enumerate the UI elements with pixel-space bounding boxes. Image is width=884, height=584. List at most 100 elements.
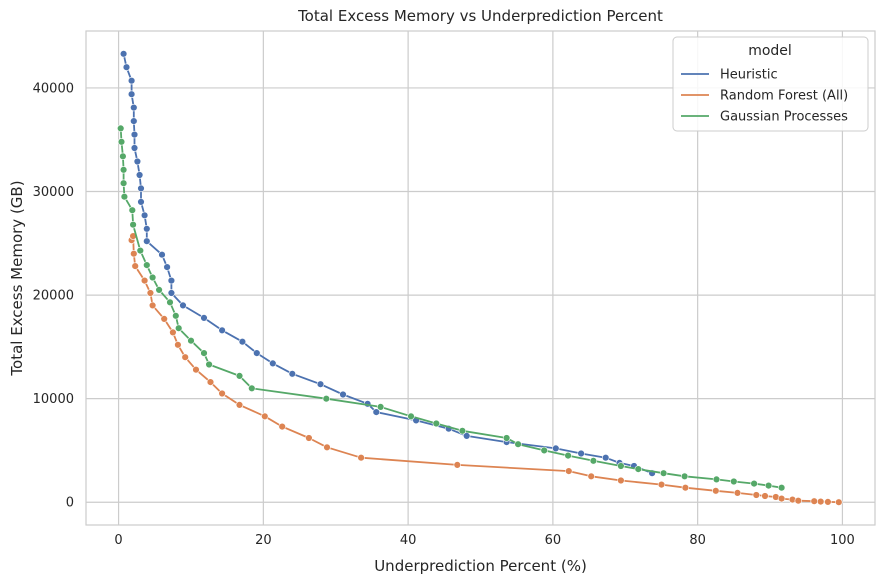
- data-point: [133, 157, 142, 166]
- data-point: [659, 469, 668, 477]
- plot-frame: [85, 30, 876, 526]
- data-point: [432, 419, 440, 428]
- data-point: [681, 484, 690, 492]
- data-point: [130, 144, 139, 152]
- data-point: [339, 390, 347, 399]
- data-point: [316, 380, 325, 388]
- data-point: [502, 434, 511, 442]
- data-point: [117, 138, 126, 146]
- series-line: [122, 53, 653, 475]
- x-axis-title: Underprediction Percent (%): [374, 557, 587, 575]
- legend-label: Random Forest (All): [720, 89, 848, 104]
- data-point: [200, 314, 208, 322]
- data-point: [589, 457, 598, 465]
- data-point: [130, 117, 138, 125]
- data-point: [166, 298, 174, 306]
- data-point: [137, 184, 145, 193]
- data-point: [140, 276, 149, 285]
- data-point: [148, 301, 157, 310]
- data-point: [577, 449, 585, 458]
- y-tick-label: 20000: [33, 289, 74, 304]
- data-point: [794, 497, 802, 505]
- data-point: [131, 262, 139, 270]
- data-point: [712, 487, 720, 495]
- data-point: [158, 251, 166, 259]
- data-point: [143, 237, 151, 245]
- data-point: [160, 315, 168, 323]
- y-tick-label: 30000: [33, 185, 74, 200]
- data-point: [218, 326, 226, 334]
- data-point: [136, 246, 145, 255]
- data-point: [122, 63, 131, 71]
- data-point: [453, 461, 461, 469]
- x-tick-label: 40: [400, 533, 417, 548]
- data-point: [128, 206, 137, 214]
- data-point: [235, 372, 244, 380]
- data-point: [565, 467, 573, 475]
- x-tick-label: 100: [830, 533, 855, 548]
- data-point: [116, 124, 125, 133]
- data-point: [172, 312, 180, 320]
- data-point: [187, 337, 195, 345]
- data-point: [148, 273, 157, 282]
- data-point: [238, 338, 247, 346]
- data-point: [752, 491, 760, 499]
- data-point: [169, 328, 177, 337]
- data-point: [323, 443, 331, 451]
- data-point: [552, 444, 560, 453]
- y-tick-label: 0: [66, 496, 74, 511]
- chart-title: Total Excess Memory vs Underprediction P…: [297, 7, 663, 25]
- data-point: [179, 301, 187, 310]
- data-point: [372, 408, 380, 416]
- series-gaussian-processes: [116, 124, 786, 492]
- legend-label: Heuristic: [720, 68, 778, 83]
- data-point: [146, 289, 155, 297]
- data-point: [127, 76, 136, 85]
- y-tick-label: 10000: [33, 392, 74, 407]
- data-point: [261, 412, 269, 420]
- data-point: [634, 465, 642, 473]
- data-point: [163, 263, 171, 271]
- data-point: [269, 359, 277, 368]
- data-point: [750, 479, 758, 488]
- data-point: [514, 440, 522, 448]
- data-point: [764, 481, 773, 490]
- data-point: [357, 454, 365, 462]
- data-point: [119, 152, 127, 161]
- data-point: [143, 261, 151, 269]
- data-point: [253, 349, 261, 357]
- series-heuristic: [119, 50, 656, 477]
- x-tick-label: 80: [689, 533, 706, 548]
- y-tick-label: 40000: [33, 81, 74, 96]
- data-point: [816, 497, 825, 506]
- data-point: [278, 422, 286, 431]
- data-point: [777, 484, 786, 492]
- data-point: [680, 472, 689, 480]
- data-point: [235, 401, 244, 409]
- data-point: [288, 370, 296, 378]
- data-point: [407, 412, 415, 420]
- data-point: [617, 476, 625, 485]
- tick-labels: 0 20 40 60 80 100 0 10000 20000 30000 40000: [33, 81, 855, 548]
- data-point: [305, 434, 313, 442]
- data-point: [540, 446, 548, 455]
- data-point: [322, 395, 330, 403]
- legend-entries: Heuristic Random Forest (All) Gaussian Pro…: [681, 68, 848, 125]
- y-axis-title: Total Excess Memory (GB): [8, 180, 26, 376]
- data-point: [140, 211, 149, 220]
- data-point: [777, 494, 786, 503]
- legend-label: Gaussian Processes: [720, 110, 848, 125]
- legend-title: model: [748, 43, 792, 59]
- data-point: [127, 90, 136, 98]
- data-point: [135, 171, 144, 179]
- data-point: [835, 498, 843, 506]
- data-point: [564, 451, 572, 460]
- data-point: [119, 50, 128, 58]
- data-point: [129, 221, 137, 229]
- data-point: [761, 492, 769, 500]
- data-point: [174, 341, 182, 349]
- data-point: [181, 353, 189, 361]
- data-point: [205, 360, 213, 369]
- series-random-forest-all: [127, 232, 843, 506]
